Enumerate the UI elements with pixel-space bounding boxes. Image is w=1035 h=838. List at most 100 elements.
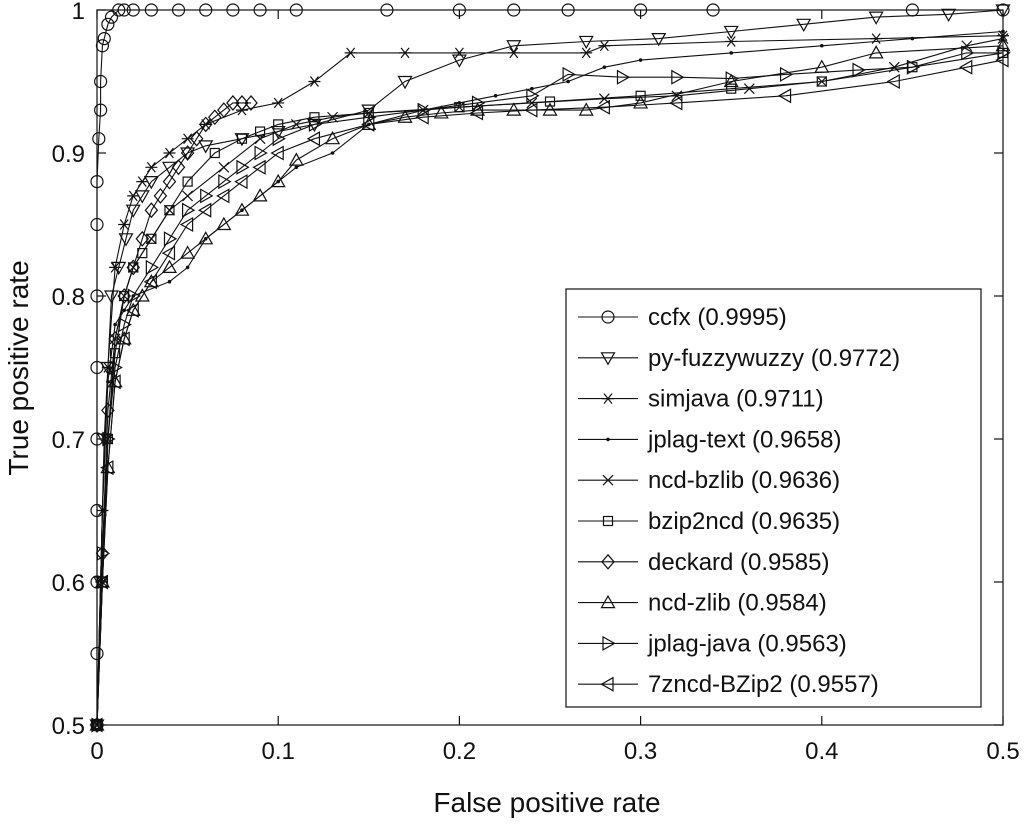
- x-tick-label: 0.5: [986, 738, 1019, 765]
- point-ncd-zlib: [633, 95, 649, 109]
- point-7zncd-bzip2: [415, 109, 429, 125]
- x-tick-label: 0.4: [805, 738, 838, 765]
- point-simjava: [136, 176, 149, 187]
- legend-marker: [602, 393, 614, 404]
- legend-entry-ccfx: ccfx (0.9995): [578, 304, 787, 331]
- point-7zncd-bzip2: [306, 131, 321, 147]
- point-ncd-zlib: [180, 245, 196, 259]
- point-deckard: [189, 130, 204, 147]
- point-ncd-bzlib: [327, 111, 338, 123]
- point-simjava: [580, 47, 593, 59]
- point-simjava: [109, 262, 122, 273]
- point-simjava: [344, 47, 357, 59]
- point-deckard: [235, 95, 249, 111]
- point-7zncd-bzip2: [125, 302, 139, 318]
- point-ncd-zlib: [252, 188, 268, 202]
- legend-marker: [600, 676, 614, 692]
- point-7zncd-bzip2: [959, 59, 973, 75]
- legend-label: deckard (0.9585): [648, 549, 829, 576]
- point-jplag-java: [127, 288, 141, 304]
- point-py-fuzzywuzzy: [578, 35, 594, 50]
- point-jplag-text: [122, 308, 126, 313]
- point-simjava: [453, 47, 466, 59]
- series-deckard: [90, 95, 258, 733]
- point-jplag-text: [185, 265, 190, 270]
- point-deckard: [198, 116, 213, 133]
- point-bzip2ncd: [816, 76, 827, 87]
- point-7zncd-bzip2: [596, 99, 610, 115]
- point-ccfx: [94, 103, 108, 117]
- point-7zncd-bzip2: [216, 188, 230, 204]
- point-simjava: [399, 47, 412, 59]
- point-7zncd-bzip2: [524, 102, 538, 118]
- plot-area: [89, 3, 1011, 733]
- point-py-fuzzywuzzy: [451, 54, 467, 68]
- point-jplag-java: [308, 116, 323, 132]
- point-7zncd-bzip2: [143, 274, 157, 290]
- point-bzip2ncd: [309, 112, 320, 123]
- point-jplag-java: [725, 71, 739, 87]
- point-7zncd-bzip2: [270, 145, 284, 161]
- y-tick-label: 0.9: [52, 141, 85, 168]
- legend-entry-jplag-java: jplag-java (0.9563): [578, 630, 847, 657]
- axes-box: [96, 9, 1004, 726]
- point-py-fuzzywuzzy: [796, 18, 812, 33]
- point-ncd-zlib: [234, 202, 250, 216]
- point-py-fuzzywuzzy: [723, 25, 739, 40]
- point-simjava: [181, 133, 194, 145]
- point-bzip2ncd: [146, 233, 157, 244]
- point-jplag-text: [820, 43, 824, 48]
- point-deckard: [108, 330, 122, 347]
- point-py-fuzzywuzzy: [125, 204, 141, 218]
- point-7zncd-bzip2: [886, 73, 900, 90]
- legend-entry-jplag-text: jplag-text (0.9658): [578, 426, 841, 453]
- legend-marker: [602, 635, 616, 651]
- point-simjava: [308, 76, 321, 87]
- legend-label: bzip2ncd (0.9635): [648, 508, 840, 535]
- point-ncd-zlib: [288, 152, 304, 166]
- point-ncd-zlib: [89, 717, 105, 731]
- point-ncd-zlib: [397, 109, 413, 123]
- legend-marker: [606, 437, 610, 442]
- point-ncd-zlib: [469, 102, 486, 116]
- point-py-fuzzywuzzy: [180, 147, 196, 161]
- point-simjava: [725, 36, 738, 47]
- legend-box: [565, 288, 982, 708]
- point-py-fuzzywuzzy: [143, 176, 159, 190]
- point-simjava: [507, 47, 520, 59]
- point-ncd-bzlib: [961, 40, 973, 52]
- point-7zncd-bzip2: [161, 245, 176, 261]
- point-bzip2ncd: [273, 119, 284, 130]
- point-ncd-bzlib: [182, 190, 194, 202]
- point-7zncd-bzip2: [234, 174, 248, 190]
- series-7zncd-bzip2: [89, 52, 1009, 733]
- series-bzip2ncd: [91, 47, 1009, 731]
- point-ncd-zlib: [868, 45, 884, 59]
- legend-entry-ncd-bzlib: ncd-bzlib (0.9636): [578, 467, 840, 494]
- point-jplag-java: [218, 174, 232, 190]
- point-deckard: [180, 145, 195, 161]
- point-ncd-zlib: [325, 130, 341, 145]
- point-py-fuzzywuzzy: [134, 190, 150, 204]
- legend-marker: [602, 515, 614, 527]
- point-py-fuzzywuzzy: [941, 8, 957, 23]
- point-ncd-zlib: [161, 259, 178, 273]
- point-deckard: [101, 402, 115, 419]
- legend-marker: [602, 474, 614, 486]
- legend-label: jplag-text (0.9658): [647, 426, 841, 453]
- point-ccfx: [104, 10, 119, 24]
- point-jplag-java: [118, 317, 132, 333]
- point-jplag-text: [294, 165, 299, 170]
- point-deckard: [144, 202, 159, 219]
- point-jplag-java: [779, 66, 794, 82]
- point-jplag-text: [566, 79, 570, 84]
- x-axis-title: False positive rate: [433, 787, 660, 818]
- point-jplag-java: [852, 62, 866, 78]
- point-deckard: [244, 95, 258, 111]
- y-tick-label: 0.7: [52, 427, 85, 454]
- point-py-fuzzywuzzy: [868, 11, 884, 25]
- point-jplag-java: [526, 88, 540, 104]
- legend-label: ncd-bzlib (0.9636): [648, 467, 840, 494]
- point-jplag-text: [729, 51, 733, 55]
